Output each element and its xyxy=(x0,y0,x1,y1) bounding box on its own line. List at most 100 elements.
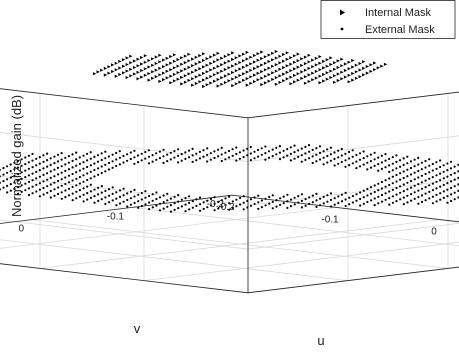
point-external-mask xyxy=(181,160,183,162)
point-internal-mask xyxy=(231,84,234,87)
point-external-mask xyxy=(432,169,434,171)
point-external-mask xyxy=(2,174,4,176)
point-external-mask xyxy=(417,176,419,178)
point-internal-mask xyxy=(359,68,362,71)
point-external-mask xyxy=(232,155,234,157)
point-external-mask xyxy=(50,177,52,179)
point-internal-mask xyxy=(293,54,296,57)
point-external-mask xyxy=(446,169,448,171)
point-external-mask xyxy=(294,203,296,205)
point-external-mask xyxy=(90,158,92,160)
point-internal-mask xyxy=(227,53,230,56)
point-internal-mask xyxy=(184,55,187,58)
point-internal-mask xyxy=(348,74,351,77)
point-internal-mask xyxy=(206,77,209,80)
point-external-mask xyxy=(250,146,252,148)
point-external-mask xyxy=(50,190,52,192)
point-external-mask xyxy=(424,166,426,168)
point-external-mask xyxy=(435,194,437,196)
point-external-mask xyxy=(381,161,383,163)
point-external-mask xyxy=(68,155,70,157)
point-external-mask xyxy=(101,152,103,154)
point-external-mask xyxy=(432,189,434,191)
point-external-mask xyxy=(93,175,95,177)
point-external-mask xyxy=(61,198,63,200)
point-internal-mask xyxy=(220,57,223,60)
point-internal-mask xyxy=(282,66,285,69)
point-external-mask xyxy=(42,154,44,156)
point-external-mask xyxy=(112,199,114,201)
point-internal-mask xyxy=(308,80,311,83)
point-internal-mask xyxy=(144,74,147,77)
point-external-mask xyxy=(446,176,448,178)
point-internal-mask xyxy=(180,76,183,79)
point-external-mask xyxy=(385,186,387,188)
point-external-mask xyxy=(406,169,408,171)
point-internal-mask xyxy=(217,84,220,87)
point-internal-mask xyxy=(231,58,234,61)
point-internal-mask xyxy=(151,70,154,73)
point-external-mask xyxy=(53,195,55,197)
point-internal-mask xyxy=(380,65,383,68)
point-internal-mask xyxy=(340,64,343,67)
point-internal-mask xyxy=(198,80,201,83)
point-external-mask xyxy=(35,184,37,186)
point-external-mask xyxy=(148,156,150,158)
point-external-mask xyxy=(108,162,110,164)
point-external-mask xyxy=(417,203,419,205)
point-external-mask xyxy=(152,193,154,195)
point-external-mask xyxy=(264,145,266,147)
point-internal-mask xyxy=(300,64,303,67)
point-internal-mask xyxy=(140,69,143,72)
point-external-mask xyxy=(446,195,448,197)
point-external-mask xyxy=(421,162,423,164)
point-external-mask xyxy=(97,161,99,163)
point-external-mask xyxy=(293,151,295,153)
point-external-mask xyxy=(450,180,452,182)
point-internal-mask xyxy=(126,56,129,59)
point-internal-mask xyxy=(282,53,285,56)
point-internal-mask xyxy=(133,66,136,69)
point-external-mask xyxy=(410,167,412,169)
point-external-mask xyxy=(428,197,430,199)
point-external-mask xyxy=(370,160,372,162)
point-internal-mask xyxy=(268,67,271,70)
point-external-mask xyxy=(246,148,248,150)
point-internal-mask xyxy=(158,67,161,70)
point-external-mask xyxy=(425,173,427,175)
point-external-mask xyxy=(348,164,350,166)
point-internal-mask xyxy=(337,72,340,75)
point-internal-mask xyxy=(319,75,322,78)
point-external-mask xyxy=(39,195,41,197)
point-internal-mask xyxy=(151,77,154,80)
point-internal-mask xyxy=(275,83,278,86)
point-internal-mask xyxy=(195,56,198,59)
point-external-mask xyxy=(90,151,92,153)
point-internal-mask xyxy=(177,58,180,61)
point-external-mask xyxy=(42,174,44,176)
point-internal-mask xyxy=(297,59,300,62)
point-external-mask xyxy=(112,160,114,162)
point-external-mask xyxy=(181,153,183,155)
point-external-mask xyxy=(388,190,390,192)
point-external-mask xyxy=(170,158,172,160)
point-external-mask xyxy=(137,200,139,202)
point-external-mask xyxy=(6,165,8,167)
point-internal-mask xyxy=(257,52,260,55)
x-tick-label: 0 xyxy=(431,227,437,238)
point-internal-mask xyxy=(220,70,223,73)
point-internal-mask xyxy=(155,69,158,72)
point-external-mask xyxy=(115,152,117,154)
point-external-mask xyxy=(319,152,321,154)
point-internal-mask xyxy=(188,79,191,82)
point-external-mask xyxy=(283,202,285,204)
point-external-mask xyxy=(326,155,328,157)
point-external-mask xyxy=(272,194,274,196)
point-internal-mask xyxy=(264,55,267,58)
point-external-mask xyxy=(75,184,77,186)
point-external-mask xyxy=(385,179,387,181)
point-internal-mask xyxy=(158,80,161,83)
point-external-mask xyxy=(112,167,114,169)
point-internal-mask xyxy=(249,62,252,65)
